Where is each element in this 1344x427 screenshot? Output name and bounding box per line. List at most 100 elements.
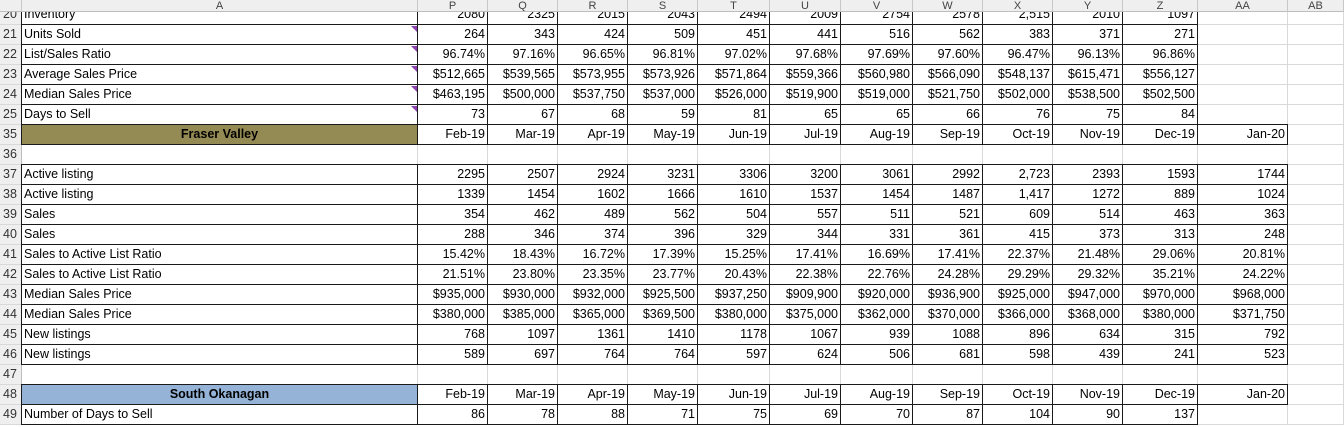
cell[interactable]: 271: [1122, 24, 1198, 45]
cell[interactable]: 624: [769, 344, 841, 365]
cell[interactable]: May-19: [627, 384, 698, 405]
cell[interactable]: 15.42%: [417, 244, 488, 265]
cell[interactable]: 597: [697, 344, 770, 365]
cell[interactable]: [698, 365, 770, 385]
cell[interactable]: Jun-19: [697, 124, 770, 145]
cell[interactable]: 16.69%: [840, 244, 913, 265]
column-header[interactable]: AB: [1288, 0, 1344, 12]
cell[interactable]: 462: [487, 204, 558, 225]
cell[interactable]: 288: [417, 224, 488, 245]
cell[interactable]: 241: [1122, 344, 1198, 365]
row-number[interactable]: 43: [0, 285, 22, 305]
cell[interactable]: 424: [557, 24, 628, 45]
section-label[interactable]: South Okanagan: [21, 384, 418, 405]
cell[interactable]: 21.51%: [417, 264, 488, 285]
cell[interactable]: 1024: [1197, 184, 1288, 205]
row-number[interactable]: 22: [0, 45, 22, 65]
cell[interactable]: [488, 145, 558, 165]
cell[interactable]: Oct-19: [982, 384, 1053, 405]
cell[interactable]: $573,955: [557, 64, 628, 85]
cell[interactable]: 96.13%: [1052, 44, 1123, 65]
cell[interactable]: 137: [1122, 404, 1198, 425]
column-header[interactable]: R: [558, 0, 628, 12]
row-number[interactable]: 35: [0, 125, 22, 145]
row-number[interactable]: 41: [0, 245, 22, 265]
cell[interactable]: 331: [840, 224, 913, 245]
cell[interactable]: [1288, 185, 1344, 205]
cell[interactable]: 87: [912, 404, 983, 425]
cell[interactable]: 75: [1052, 104, 1123, 125]
cell[interactable]: $380,000: [417, 304, 488, 325]
cell[interactable]: 1454: [840, 184, 913, 205]
cell[interactable]: 609: [982, 204, 1053, 225]
cell[interactable]: 343: [487, 24, 558, 45]
row-label[interactable]: List/Sales Ratio: [21, 44, 418, 65]
cell[interactable]: 1410: [627, 324, 698, 345]
cell[interactable]: $521,750: [912, 84, 983, 105]
column-header[interactable]: Z: [1123, 0, 1198, 12]
cell[interactable]: 65: [840, 104, 913, 125]
cell[interactable]: 463: [1122, 204, 1198, 225]
cell[interactable]: $920,000: [840, 284, 913, 305]
column-header[interactable]: T: [698, 0, 770, 12]
cell[interactable]: $368,000: [1052, 304, 1123, 325]
row-label[interactable]: Median Sales Price: [21, 284, 418, 305]
cell[interactable]: [1288, 345, 1344, 365]
cell[interactable]: $538,500: [1052, 84, 1123, 105]
cell[interactable]: [418, 365, 488, 385]
row-label[interactable]: New listings: [21, 344, 418, 365]
cell[interactable]: 264: [417, 24, 488, 45]
column-header[interactable]: AA: [1198, 0, 1288, 12]
cell[interactable]: $502,000: [982, 84, 1053, 105]
cell[interactable]: 634: [1052, 324, 1123, 345]
cell[interactable]: [698, 145, 770, 165]
cell[interactable]: [628, 145, 698, 165]
cell[interactable]: $548,137: [982, 64, 1053, 85]
cell[interactable]: 21.48%: [1052, 244, 1123, 265]
cell[interactable]: 1744: [1197, 164, 1288, 185]
cell[interactable]: [1198, 105, 1288, 125]
cell[interactable]: 1454: [487, 184, 558, 205]
cell[interactable]: 2393: [1052, 164, 1123, 185]
cell[interactable]: 439: [1052, 344, 1123, 365]
cell[interactable]: [558, 365, 628, 385]
column-header[interactable]: U: [770, 0, 841, 12]
cell[interactable]: Apr-19: [557, 384, 628, 405]
cell[interactable]: [1288, 85, 1344, 105]
cell[interactable]: 521: [912, 204, 983, 225]
cell[interactable]: 373: [1052, 224, 1123, 245]
cell[interactable]: [1198, 85, 1288, 105]
cell[interactable]: 681: [912, 344, 983, 365]
cell[interactable]: 1487: [912, 184, 983, 205]
cell[interactable]: 2924: [557, 164, 628, 185]
row-number[interactable]: 47: [0, 365, 22, 385]
cell[interactable]: [1198, 5, 1288, 25]
cell[interactable]: 18.43%: [487, 244, 558, 265]
cell[interactable]: $560,980: [840, 64, 913, 85]
cell[interactable]: 96.86%: [1122, 44, 1198, 65]
cell[interactable]: [1288, 165, 1344, 185]
cell[interactable]: 315: [1122, 324, 1198, 345]
cell[interactable]: [913, 145, 983, 165]
cell[interactable]: Aug-19: [840, 384, 913, 405]
cell[interactable]: 557: [769, 204, 841, 225]
cell[interactable]: 20.43%: [697, 264, 770, 285]
row-number[interactable]: 48: [0, 385, 22, 405]
cell[interactable]: 15.25%: [697, 244, 770, 265]
row-label[interactable]: Average Sales Price: [21, 64, 418, 85]
cell[interactable]: Mar-19: [487, 124, 558, 145]
cell[interactable]: [1198, 45, 1288, 65]
cell[interactable]: 1178: [697, 324, 770, 345]
cell[interactable]: 371: [1052, 24, 1123, 45]
cell[interactable]: $537,750: [557, 84, 628, 105]
cell[interactable]: 363: [1197, 204, 1288, 225]
cell[interactable]: Sep-19: [912, 384, 983, 405]
cell[interactable]: [1198, 145, 1288, 165]
cell[interactable]: 104: [982, 404, 1053, 425]
cell[interactable]: [1288, 225, 1344, 245]
cell[interactable]: 792: [1197, 324, 1288, 345]
cell[interactable]: 2507: [487, 164, 558, 185]
cell[interactable]: 86: [417, 404, 488, 425]
cell[interactable]: [1288, 405, 1344, 425]
cell[interactable]: 344: [769, 224, 841, 245]
